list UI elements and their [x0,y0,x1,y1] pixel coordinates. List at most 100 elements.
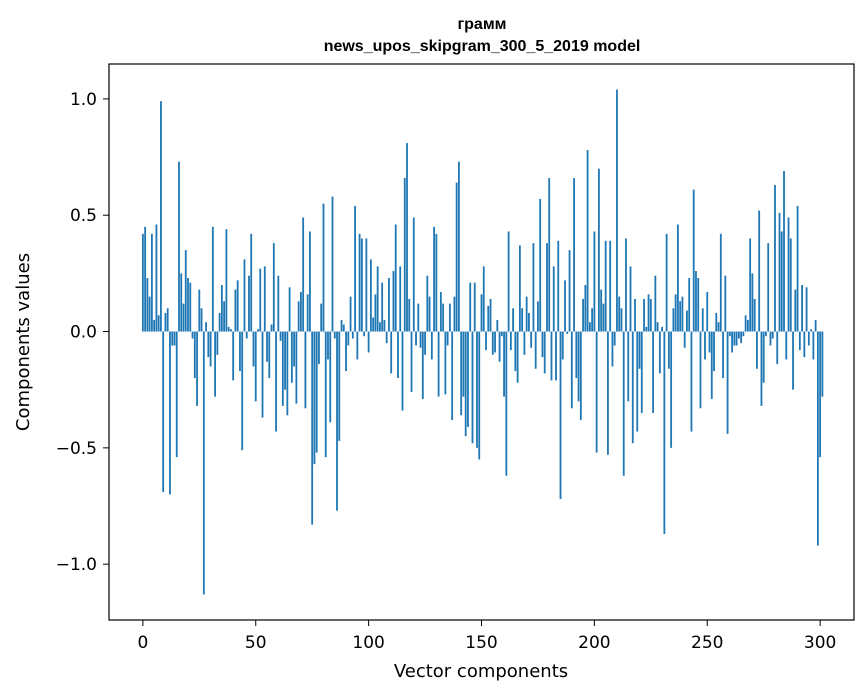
bar-148 [476,331,478,448]
bar-196 [584,285,587,332]
bar-297 [812,331,815,360]
bar-178 [543,331,546,374]
x-tick-label: 100 [352,633,384,653]
bar-15 [175,331,178,458]
bar-38 [227,326,230,332]
bar-102 [372,317,375,332]
bar-289 [794,289,797,332]
bar-89 [342,324,345,332]
bar-92 [349,296,352,332]
bar-249 [704,331,706,360]
bar-220 [638,331,641,369]
bar-197 [586,150,589,332]
chart-title-line-2: news_upos_skipgram_300_5_2019 model [324,38,641,55]
bar-288 [792,331,794,390]
bar-273 [758,210,761,332]
bar-167 [518,245,521,332]
bar-253 [713,331,715,372]
bar-131 [437,331,440,397]
bar-14 [173,331,176,346]
bar-246 [697,278,700,332]
bar-128 [430,331,433,360]
y-axis-label: Components values [13,253,34,431]
bar-127 [428,296,431,332]
bar-42 [236,280,239,332]
bar-90 [345,331,347,372]
bar-226 [652,331,654,413]
bar-150 [480,294,483,332]
bar-293 [803,331,806,358]
bar-68 [295,331,298,404]
bar-217 [631,331,634,444]
y-tick-label: −1.0 [56,555,97,575]
bar-301 [821,331,824,397]
bar-230 [661,326,664,332]
bar-251 [708,331,711,353]
bar-7 [157,315,160,332]
bar-155 [491,331,494,355]
bar-99 [365,238,368,332]
x-tick-label: 250 [691,633,723,653]
bar-192 [575,331,578,379]
bar-170 [525,296,528,332]
bar-0 [141,233,144,332]
bar-187 [564,280,566,332]
bar-1 [144,226,147,332]
bar-97 [360,238,363,332]
bar-202 [597,168,600,332]
bar-58 [272,243,275,332]
bar-50 [254,331,257,402]
bar-39 [230,329,232,332]
bar-216 [629,266,632,332]
bar-291 [798,331,801,351]
bar-261 [731,331,733,353]
bar-183 [555,331,557,381]
bar-111 [392,271,395,332]
bar-series [141,89,824,595]
bar-165 [514,331,517,372]
bar-219 [636,331,639,432]
bar-195 [582,298,584,332]
bar-203 [600,289,603,332]
bar-113 [397,331,399,379]
y-tick-label: 0.0 [70,323,97,343]
bar-33 [216,331,219,355]
bar-6 [155,224,158,332]
bar-71 [302,217,305,332]
bar-268 [746,319,749,332]
bar-223 [645,326,648,332]
bar-184 [557,240,560,332]
bar-248 [701,308,704,332]
bar-185 [559,331,562,500]
bar-204 [602,303,605,332]
bar-76 [313,331,316,465]
bar-259 [726,331,729,434]
bar-106 [381,282,384,332]
chart-title-line-1: грамм [457,16,506,33]
bar-191 [573,177,575,332]
bar-240 [683,331,686,348]
bar-281 [776,331,779,365]
bar-181 [550,331,553,381]
bar-77 [315,331,318,453]
x-axis-ticks: 0 50 100 150 200 250 300 [137,620,836,653]
bar-205 [604,240,607,332]
bar-37 [225,229,228,332]
bar-124 [421,331,424,399]
bar-224 [647,294,650,332]
bar-61 [279,331,282,341]
bar-173 [532,243,535,332]
bar-257 [722,331,724,379]
x-tick-label: 150 [465,633,497,653]
bar-83 [329,331,332,423]
y-axis-ticks: −1.0 −0.5 0.0 0.5 1.0 [56,90,109,575]
bar-122 [417,303,420,332]
bar-53 [261,331,264,418]
bar-16 [178,161,180,332]
bar-263 [735,331,738,346]
bar-236 [674,294,677,332]
bar-171 [528,312,530,332]
bar-27 [202,331,205,595]
bar-11 [166,308,169,332]
bar-109 [388,278,390,332]
